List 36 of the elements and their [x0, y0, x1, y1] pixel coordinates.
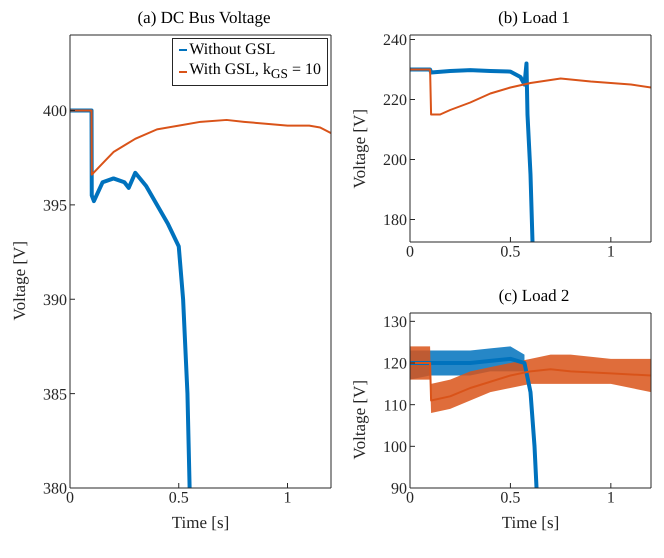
x-tick-label: 0 — [406, 489, 414, 506]
line-series — [410, 62, 535, 242]
line-series — [410, 68, 651, 116]
y-tick-label: 400 — [43, 103, 67, 120]
y-tick-label: 90 — [391, 480, 407, 498]
x-tick-label: 0 — [406, 243, 414, 260]
y-tick-label: 180 — [383, 212, 407, 230]
x-tick-label: 0.5 — [168, 489, 189, 506]
legend-label: Without GSL — [189, 40, 276, 60]
y-tick-label: 100 — [383, 439, 407, 456]
x-axis-title: Time [s] — [502, 513, 560, 532]
chart-title: (b) Load 1 — [497, 8, 571, 29]
y-tick-label: 110 — [384, 397, 407, 414]
x-axis-title: Time [s] — [172, 513, 230, 532]
x-tick-label: 0.5 — [500, 243, 520, 260]
legend-label: With GSL, k$_{GS}$ = 10 — [189, 60, 321, 84]
y-tick-label: 240 — [383, 32, 407, 50]
x-tick-label: 1 — [284, 489, 292, 506]
y-axis-title: Voltage [V] — [10, 241, 30, 321]
y-axis-title: Voltage [V] — [350, 380, 370, 460]
y-tick-label: 130 — [383, 314, 407, 332]
y-tick-label: 385 — [43, 386, 67, 404]
x-tick-label: 1 — [606, 243, 615, 260]
y-tick-label: 120 — [383, 356, 407, 373]
chart-title: (a) DC Bus Voltage — [136, 8, 272, 29]
y-tick-label: 395 — [43, 198, 67, 215]
x-tick-label: 0 — [66, 489, 74, 506]
y-tick-label: 200 — [383, 152, 407, 170]
line-series — [70, 110, 331, 176]
y-tick-label: 220 — [383, 92, 407, 110]
x-tick-label: 1 — [606, 489, 615, 506]
x-tick-label: 0.5 — [500, 489, 520, 506]
y-tick-label: 380 — [43, 480, 67, 498]
y-tick-label: 390 — [43, 292, 67, 309]
chart-title: (c) Load 2 — [498, 286, 570, 307]
y-axis-title: Voltage [V] — [350, 109, 370, 189]
